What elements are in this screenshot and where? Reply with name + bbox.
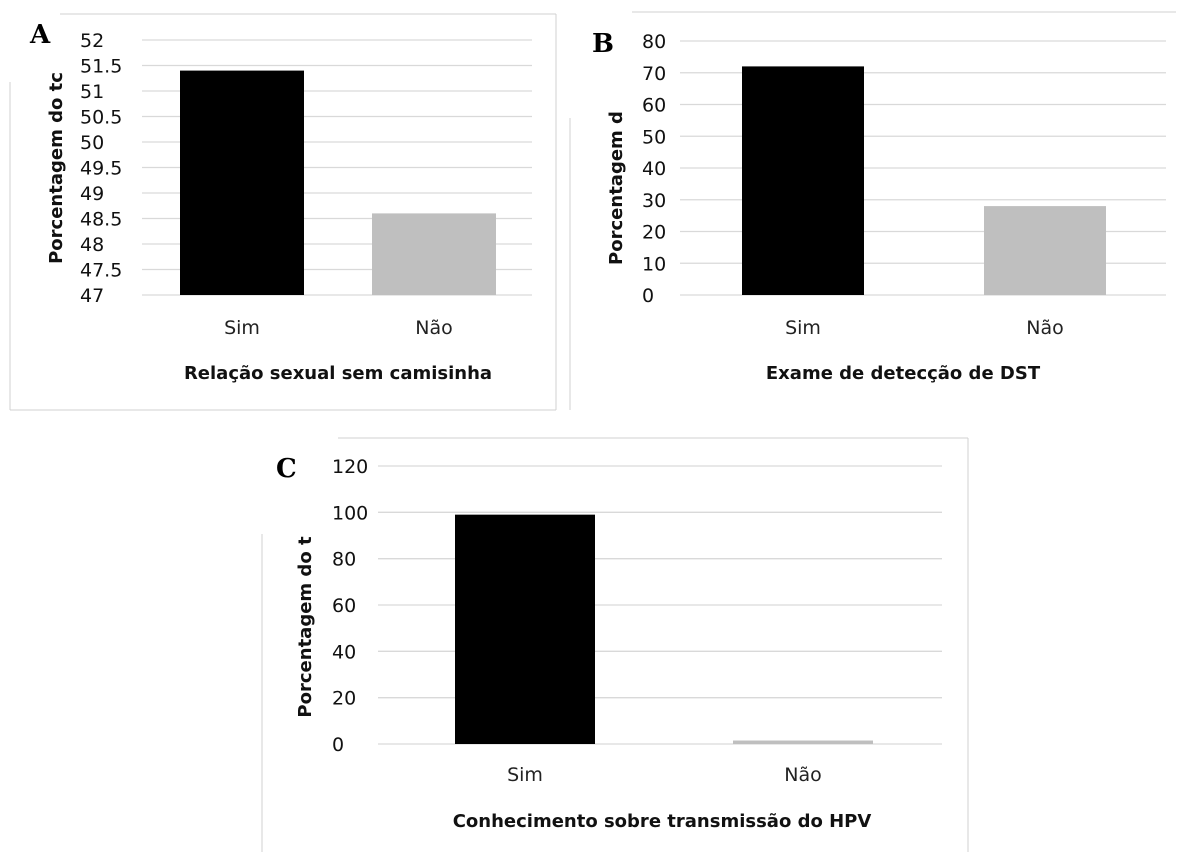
y-tick-label: 120 bbox=[332, 456, 368, 478]
y-tick-label: 100 bbox=[332, 502, 368, 524]
bar-nao bbox=[733, 740, 873, 744]
y-tick-label: 47.5 bbox=[80, 260, 122, 282]
y-tick-label: 60 bbox=[642, 95, 666, 117]
y-tick-label: 52 bbox=[80, 30, 104, 52]
y-ticks-b: 0 10 20 30 40 50 60 70 80 bbox=[642, 31, 666, 307]
y-tick-label: 40 bbox=[332, 641, 356, 663]
y-tick-label: 0 bbox=[332, 734, 344, 756]
y-tick-label: 20 bbox=[332, 688, 356, 710]
y-tick-label: 48 bbox=[80, 234, 104, 256]
y-tick-label: 49 bbox=[80, 183, 104, 205]
panel-label-a: A bbox=[29, 20, 51, 50]
y-ticks-a: 47 47.5 48 48.5 49 49.5 50 50.5 51 51.5 52 bbox=[80, 30, 122, 307]
panel-a: A Porcentagem do tc 47 47.5 48 48.5 49 49.5 50… bbox=[29, 20, 532, 384]
bar-sim bbox=[742, 66, 864, 296]
panel-b: B Porcentagem d 0 10 20 30 40 50 60 70 80 Sim Nã… bbox=[592, 29, 1166, 384]
y-tick-label: 50 bbox=[642, 126, 666, 148]
y-axis-label-b: Porcentagem d bbox=[606, 111, 627, 265]
y-tick-label: 70 bbox=[642, 63, 666, 85]
y-tick-label: 50.5 bbox=[80, 107, 122, 129]
y-tick-label: 20 bbox=[642, 222, 666, 244]
panel-label-b: B bbox=[592, 29, 614, 59]
x-tick-label-a-sim: Sim bbox=[224, 317, 260, 339]
y-tick-label: 40 bbox=[642, 158, 666, 180]
panel-label-c: C bbox=[276, 454, 297, 484]
x-axis-label-b: Exame de detecção de DST bbox=[766, 363, 1041, 384]
x-tick-label-c-nao: Não bbox=[784, 764, 821, 786]
y-tick-label: 80 bbox=[642, 31, 666, 53]
bars-a bbox=[180, 70, 496, 295]
bars-c bbox=[455, 514, 873, 744]
x-axis-label-a: Relação sexual sem camisinha bbox=[184, 363, 492, 384]
bars-b bbox=[742, 66, 1106, 296]
bar-sim bbox=[180, 70, 304, 295]
panel-c: C Porcentagem do t 0 20 40 60 80 100 120 Sim N… bbox=[276, 454, 942, 832]
y-tick-label: 80 bbox=[332, 549, 356, 571]
bar-nao bbox=[984, 206, 1106, 295]
x-tick-label-c-sim: Sim bbox=[507, 764, 543, 786]
x-tick-label-b-sim: Sim bbox=[785, 317, 821, 339]
bar-sim bbox=[455, 514, 595, 744]
y-tick-label: 51.5 bbox=[80, 56, 122, 78]
y-tick-label: 50 bbox=[80, 132, 104, 154]
y-axis-label-a: Porcentagem do tc bbox=[46, 72, 67, 264]
y-ticks-c: 0 20 40 60 80 100 120 bbox=[332, 456, 368, 756]
y-tick-label: 10 bbox=[642, 253, 666, 275]
y-tick-label: 30 bbox=[642, 190, 666, 212]
x-tick-label-a-nao: Não bbox=[415, 317, 452, 339]
y-axis-label-c: Porcentagem do t bbox=[295, 536, 316, 718]
y-tick-label: 0 bbox=[642, 285, 654, 307]
x-axis-label-c: Conhecimento sobre transmissão do HPV bbox=[453, 811, 872, 832]
y-tick-label: 49.5 bbox=[80, 158, 122, 180]
y-tick-label: 51 bbox=[80, 81, 104, 103]
bar-nao bbox=[372, 213, 496, 295]
y-tick-label: 60 bbox=[332, 595, 356, 617]
y-tick-label: 47 bbox=[80, 285, 104, 307]
panel-frames bbox=[9, 11, 1176, 852]
x-tick-label-b-nao: Não bbox=[1026, 317, 1063, 339]
y-tick-label: 48.5 bbox=[80, 209, 122, 231]
